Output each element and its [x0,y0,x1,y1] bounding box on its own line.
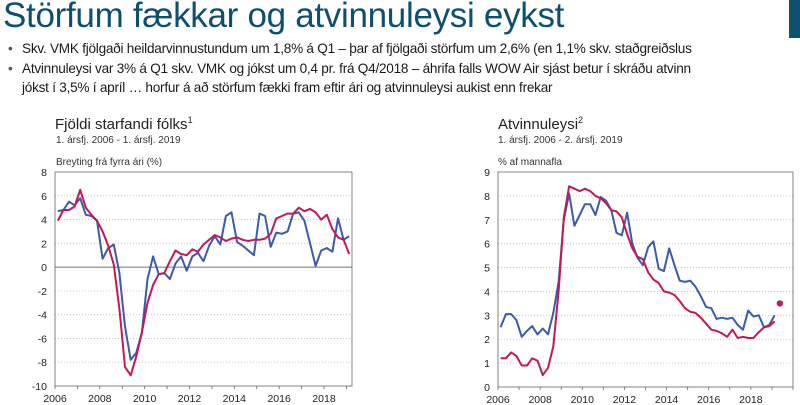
x-tick-label: 2010 [571,394,595,405]
x-tick-label: 2012 [178,393,202,405]
bullet-icon: • [8,41,13,56]
x-tick-label: 2008 [528,394,552,405]
x-tick-label: 2014 [655,394,679,405]
x-tick-label: 2008 [88,393,112,405]
slide-title: Störfum fækkar og atvinnuleysi eykst [3,0,565,35]
y-tick-label: -10 [32,381,47,393]
y-tick-label: 7 [484,215,490,227]
chart1-ylabel: Breyting frá fyrra ári (%) [56,157,163,168]
bullet-2: • Atvinnuleysi var 3% á Q1 skv. VMK og jó… [8,61,691,76]
chart1-title: Fjöldi starfandi fólks1 [55,115,193,133]
y-tick-label: 6 [41,191,47,203]
corner-logo-block [789,0,800,38]
data-point [776,300,784,307]
series-line-red [56,188,351,377]
y-tick-label: 6 [484,239,490,251]
x-tick-label: 2016 [697,394,721,405]
y-tick-label: -2 [38,286,47,298]
y-tick-label: 1 [484,358,490,370]
chart1-title-text: Fjöldi starfandi fólks [55,116,188,133]
y-tick-label: 8 [41,167,47,179]
plot-frame [497,171,794,388]
bullet-icon: • [8,61,13,76]
bullet-1: • Skv. VMK fjölgaði heildarvinnustundum u… [8,41,692,56]
series-line-blue [499,192,776,338]
chart2-title-footnote: 2 [578,115,584,125]
bullet-2-continuation: jókst í 3,5% í apríl … horfur á að störf… [22,80,553,95]
y-tick-label: 0 [41,262,47,274]
x-tick-label: 2012 [613,394,637,405]
y-tick-label: 0 [484,382,490,394]
y-tick-label: 3 [484,310,490,322]
x-tick-label: 2016 [267,393,291,405]
x-tick-label: 2018 [312,393,336,405]
chart1-title-footnote: 1 [187,115,193,125]
chart2-subtitle: 1. ársfj. 2006 - 2. ársfj. 2019 [498,135,623,146]
y-tick-label: -4 [38,310,47,322]
y-tick-label: 2 [41,238,47,250]
y-tick-label: 9 [484,167,490,179]
y-tick-label: 2 [484,334,490,346]
x-tick-label: 2010 [133,393,157,405]
y-tick-label: 4 [484,286,490,298]
bullet-text: Skv. VMK fjölgaði heildarvinnustundum um… [22,41,692,56]
x-tick-label: 2006 [486,394,510,405]
y-tick-label: 8 [484,191,490,203]
y-tick-label: -8 [38,357,47,369]
y-tick-label: 5 [484,263,490,275]
chart2-title: Atvinnuleysi2 [498,115,583,133]
chart2-ylabel: % af mannafla [498,157,562,168]
series-line-red [500,185,776,377]
y-tick-label: -6 [38,333,47,345]
x-tick-label: 2014 [223,393,247,405]
x-tick-label: 2018 [739,394,763,405]
x-tick-label: 2006 [43,393,67,405]
bullet-text: Atvinnuleysi var 3% á Q1 skv. VMK og jók… [22,61,691,76]
plot-frame [54,171,353,387]
series-line-blue [57,197,350,361]
chart2-title-text: Atvinnuleysi [498,116,579,133]
chart1-subtitle: 1. ársfj. 2006 - 1. ársfj. 2019 [56,135,181,146]
y-tick-label: 4 [41,215,47,227]
